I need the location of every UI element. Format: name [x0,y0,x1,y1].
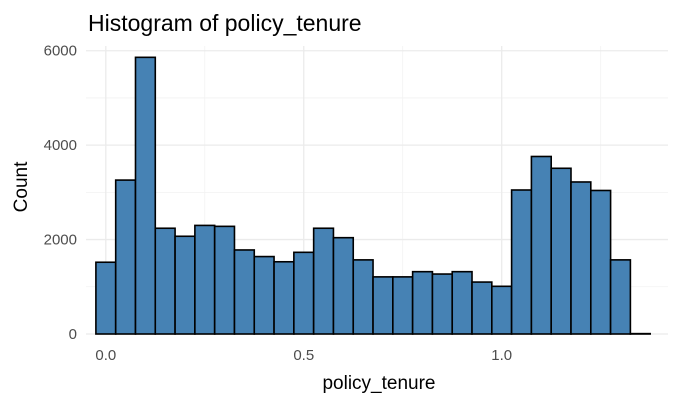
histogram-bar [510,189,533,335]
histogram-bar [134,56,157,335]
y-axis-tick-labels: 0 2000 4000 6000 [44,43,77,343]
y-tick-label: 2000 [44,232,77,249]
histogram-bar [312,227,335,335]
histogram-bar [392,276,414,335]
histogram-bar [154,227,176,335]
y-tick-label: 0 [69,326,77,343]
x-axis-title: policy_tenure [322,373,435,394]
histogram-bar [253,255,275,335]
histogram-bar [174,235,196,335]
histogram-bar [352,259,374,335]
histogram-bar [332,236,355,335]
histogram-bar [293,251,315,335]
histogram-bar [95,261,117,335]
histogram-bar [491,285,513,335]
histogram-bar [213,225,236,335]
histogram-bar [273,260,295,335]
histogram-bar [471,281,493,335]
histogram-bar [114,179,137,335]
histogram-bar [372,276,394,335]
histogram-bar [451,270,473,335]
histogram-bar [589,189,612,335]
histogram-bars [95,56,651,335]
chart-title: Histogram of policy_tenure [88,10,362,36]
y-tick-label: 4000 [44,137,77,154]
x-tick-label: 0.5 [293,347,314,364]
histogram-bar [570,181,592,335]
histogram-bar [609,259,632,335]
y-tick-label: 6000 [44,43,77,60]
y-axis-title: Count [11,161,32,212]
histogram-bar [530,155,553,335]
histogram-bar [233,249,256,335]
histogram-bar [431,273,454,335]
histogram-bar [550,167,572,335]
x-tick-label: 1.0 [491,347,512,364]
x-axis-tick-labels: 0.0 0.5 1.0 [95,347,512,364]
x-tick-label: 0.0 [95,347,116,364]
histogram-bar [411,270,434,335]
histogram-bar [194,224,216,335]
